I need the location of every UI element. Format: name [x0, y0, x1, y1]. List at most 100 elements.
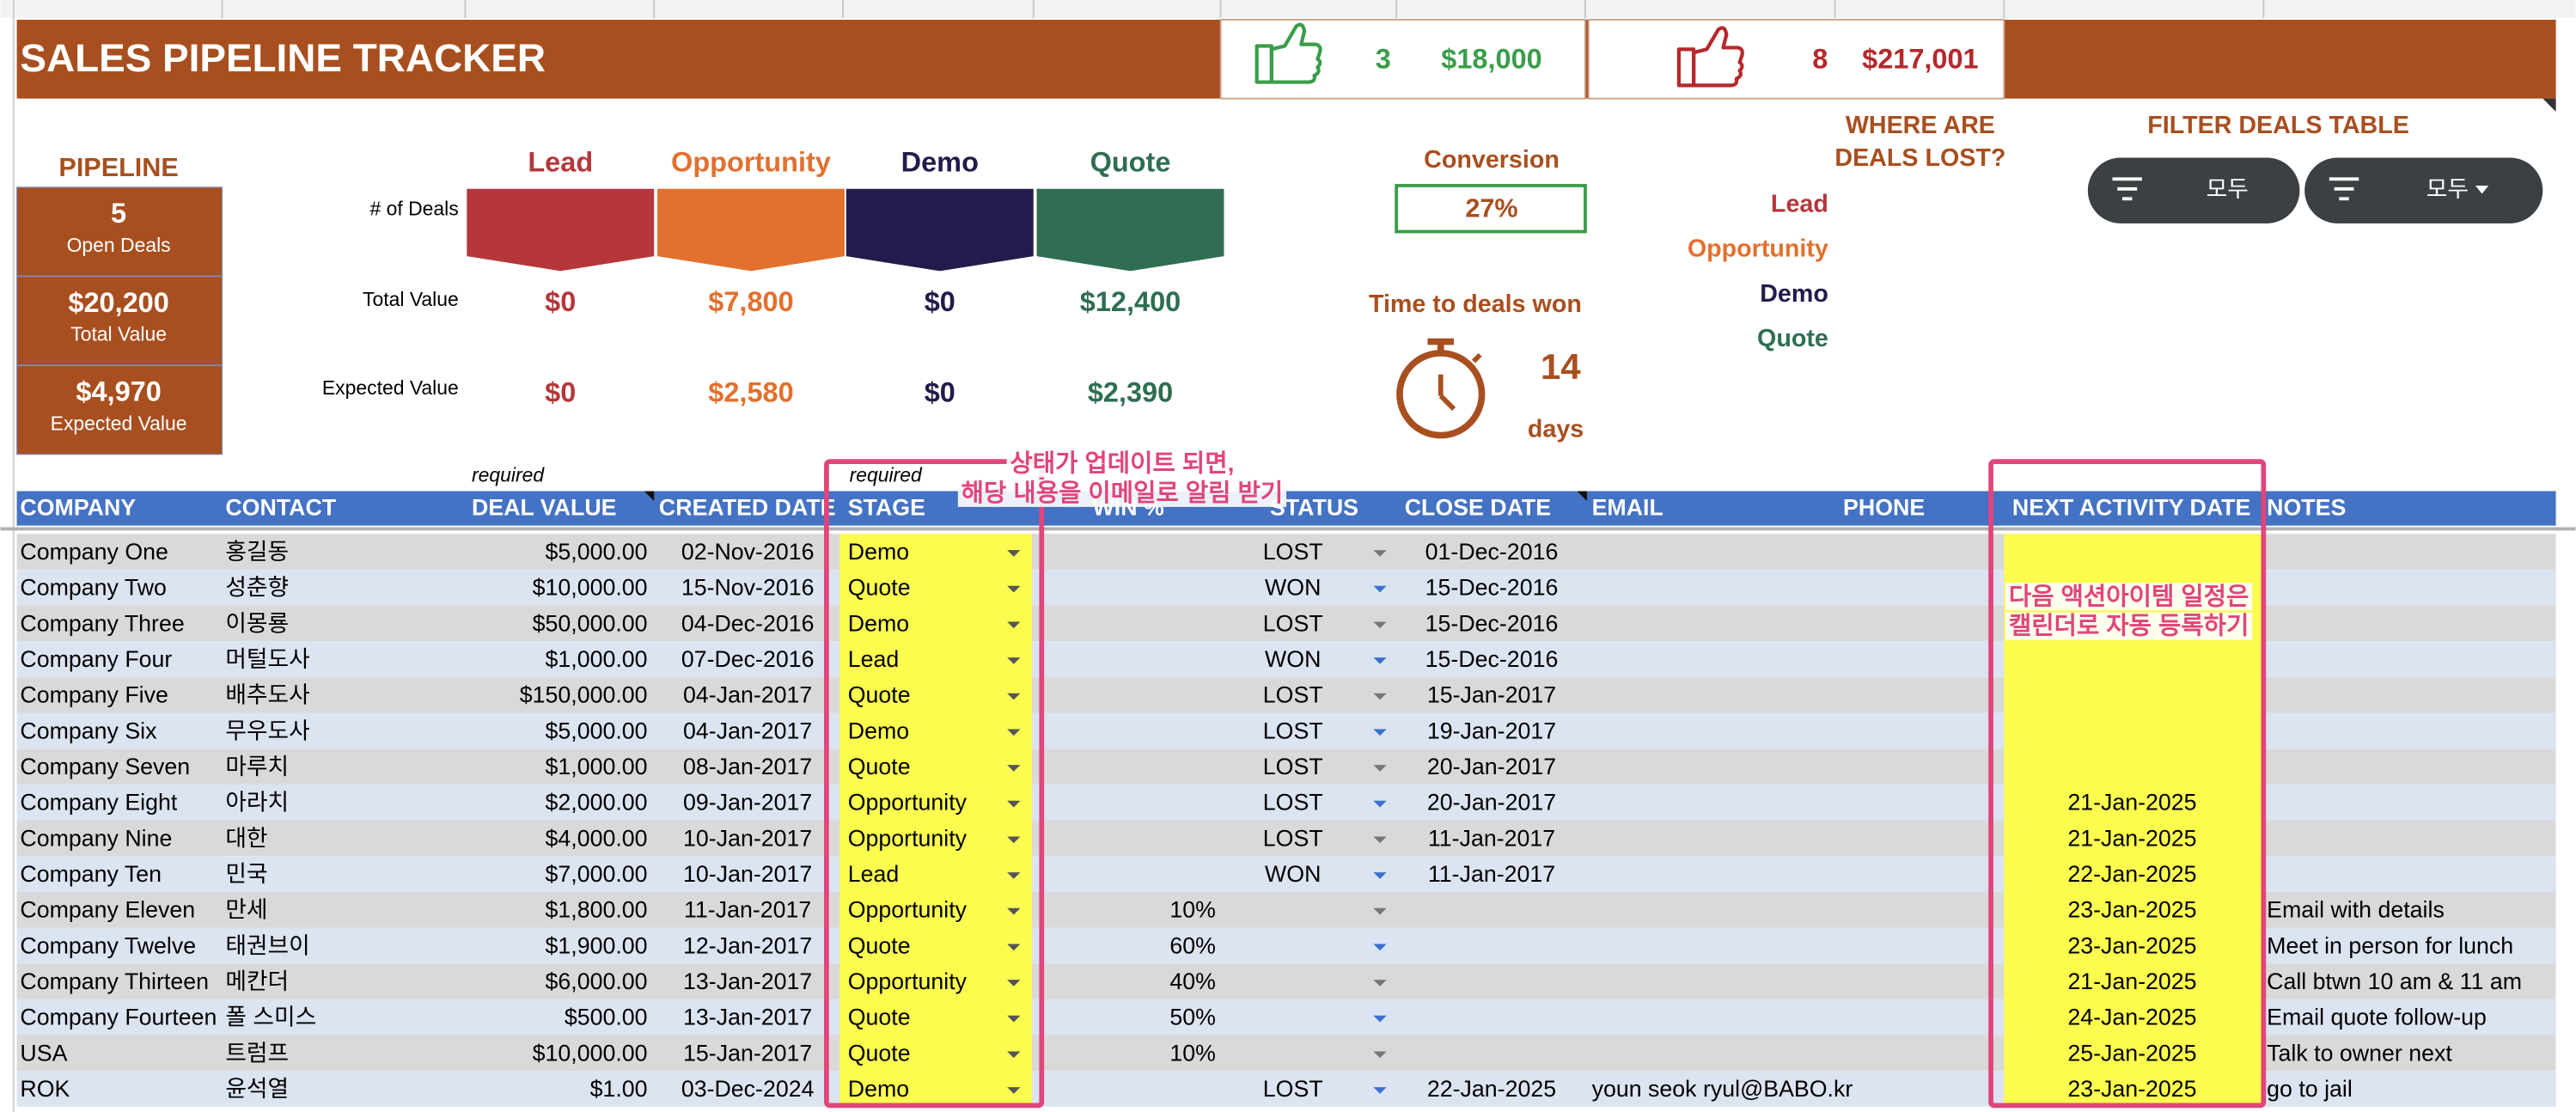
table-cell: LOST: [1263, 682, 1323, 708]
table-cell: youn seok ryul@BABO.kr: [1592, 1076, 1853, 1102]
filter-caret: [2475, 185, 2489, 194]
status-dropdown: [1373, 907, 1387, 915]
table-cell: Opportunity: [848, 968, 968, 994]
stage-dropdown: [1007, 872, 1021, 879]
stage-dropdown: [1007, 800, 1021, 808]
table-cell: 11-Jan-2017: [684, 897, 811, 923]
filter-button[interactable]: 모두: [2304, 157, 2543, 223]
table-cell: 트럼프: [225, 1040, 289, 1066]
table-cell: 민국: [225, 861, 267, 887]
title: SALES PIPELINE TRACKER: [20, 35, 546, 80]
table-cell: LOST: [1263, 1076, 1323, 1102]
table-cell: 04-Dec-2016: [681, 610, 815, 636]
stage-dropdown: [1007, 907, 1021, 915]
corner-marker: [2542, 98, 2556, 112]
table-cell: Quote: [848, 932, 911, 958]
stage-dropdown: [1007, 621, 1021, 629]
filter-button[interactable]: 모두: [2087, 157, 2300, 223]
stage-highlight: [839, 534, 1032, 1107]
pipeline-value: 5: [111, 198, 126, 229]
annotation-text: 캘린더로 자동 등록하기: [2009, 613, 2249, 640]
table-cell: LOST: [1263, 790, 1323, 816]
table-cell: 11-Jan-2017: [1428, 825, 1555, 851]
column-header: CREATED DATE: [659, 495, 836, 521]
won-count: 3: [1376, 43, 1391, 74]
table-cell: 11-Jan-2017: [1428, 861, 1555, 887]
table-cell: $5,000.00: [546, 718, 648, 743]
column-header: EMAIL: [1592, 495, 1663, 521]
table-header-bar: [16, 491, 2556, 526]
stage-dropdown: [1007, 1087, 1021, 1094]
status-dropdown: [1373, 836, 1387, 844]
status-dropdown: [1373, 872, 1387, 879]
table-cell: 23-Jan-2025: [2067, 1076, 2196, 1102]
table-cell: Demo: [848, 1076, 909, 1102]
table-cell: $6,000.00: [546, 968, 648, 994]
table-cell: LOST: [1263, 718, 1323, 743]
table-cell: 25-Jan-2025: [2067, 1040, 2196, 1066]
table-cell: 03-Dec-2024: [681, 1076, 815, 1102]
table-cell: 02-Nov-2016: [681, 539, 815, 565]
lost-count: 8: [1812, 43, 1828, 74]
table-cell: Company Thirteen: [20, 968, 209, 994]
stage-dropdown: [1007, 1015, 1021, 1023]
table-cell: Company Five: [20, 682, 168, 708]
table-cell: $10,000.00: [533, 575, 648, 601]
stage-name: Quote: [1090, 147, 1171, 178]
stage-expected: $0: [925, 376, 955, 407]
table-cell: 메칸더: [225, 968, 289, 994]
stage-expected: $2,390: [1088, 376, 1173, 407]
status-dropdown: [1373, 800, 1387, 808]
table-cell: 19-Jan-2017: [1427, 718, 1556, 743]
table-cell: 15-Dec-2016: [1425, 646, 1559, 672]
table-cell: $7,000.00: [546, 861, 648, 887]
column-header: DEAL VALUE: [472, 495, 616, 521]
table-cell: 04-Jan-2017: [683, 718, 812, 743]
table-cell: Quote: [848, 682, 911, 708]
pipeline-value: $20,200: [68, 287, 168, 318]
header-note-marker: [1577, 491, 1587, 501]
annotation-bg: [2005, 612, 2253, 640]
stage-name: Lead: [528, 147, 593, 178]
stage-total: $0: [545, 286, 576, 317]
annotation-text: 상태가 업데이트 되면,: [1010, 449, 1234, 477]
conversion-box: [1395, 184, 1587, 234]
table-cell: 15-Jan-2017: [683, 1040, 812, 1066]
table-cell: Company Seven: [20, 754, 190, 779]
table-cell: WON: [1265, 575, 1321, 601]
stage-total: $12,400: [1080, 286, 1181, 317]
table-cell: 배추도사: [225, 682, 309, 708]
stage-shape: [845, 188, 1034, 272]
table-cell: Company Four: [20, 646, 172, 672]
table-cell: Lead: [848, 646, 900, 672]
stage-shape: [467, 188, 655, 272]
stage-shape: [657, 188, 845, 272]
column-header: NEXT ACTIVITY DATE: [2012, 495, 2250, 521]
column-header: STAGE: [848, 495, 925, 521]
table-cell: $4,000.00: [546, 825, 648, 851]
table-cell: 07-Dec-2016: [681, 646, 815, 672]
status-dropdown: [1373, 585, 1387, 593]
status-dropdown: [1373, 944, 1387, 951]
table-cell: Company Ten: [20, 861, 162, 887]
annotation-box: [1988, 459, 2267, 1109]
table-cell: $1,000.00: [546, 754, 648, 779]
table-cell: Company Three: [20, 610, 184, 636]
stage-dropdown: [1007, 1051, 1021, 1059]
table-cell: Opportunity: [848, 897, 968, 923]
table-cell: 60%: [1169, 932, 1216, 958]
pipeline-box: [16, 276, 223, 366]
table-cell: $1,000.00: [546, 646, 648, 672]
status-dropdown: [1373, 1051, 1387, 1059]
table-cell: 대한: [225, 825, 267, 851]
table-cell: 성춘향: [225, 575, 289, 601]
table-cell: Email quote follow-up: [2267, 1005, 2487, 1030]
stage-row-label: Total Value: [363, 288, 459, 310]
time-label: Time to deals won: [1369, 290, 1582, 318]
table-cell: 13-Jan-2017: [683, 968, 812, 994]
table-cell: Email with details: [2267, 897, 2445, 923]
status-dropdown: [1373, 729, 1387, 736]
annotation-bg: [1006, 449, 1238, 478]
table-cell: 23-Jan-2025: [2067, 897, 2196, 923]
status-dropdown: [1373, 621, 1387, 629]
